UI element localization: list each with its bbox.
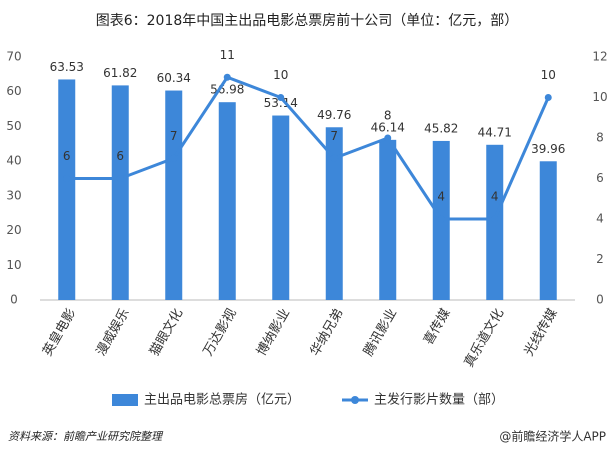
bar-value-label: 44.71 bbox=[478, 125, 512, 139]
y-tick-label: 60 bbox=[6, 84, 21, 98]
bar-value-label: 39.96 bbox=[531, 142, 565, 156]
line-point bbox=[437, 215, 445, 223]
bar bbox=[539, 161, 557, 300]
line-point bbox=[277, 94, 285, 101]
line bbox=[66, 75, 550, 221]
bar bbox=[165, 90, 183, 300]
x-tick-label: 华纳兄弟 bbox=[308, 306, 347, 359]
y-tick-label: 70 bbox=[6, 50, 21, 64]
x-tick-label: 喜传媒 bbox=[421, 306, 453, 347]
bar bbox=[218, 102, 236, 300]
bar bbox=[58, 79, 76, 300]
y2-tick-label: 12 bbox=[592, 50, 607, 64]
bar-value-label: 45.82 bbox=[424, 121, 458, 135]
x-tick-label: 英皇电影 bbox=[40, 306, 79, 359]
y2-tick-label: 10 bbox=[592, 90, 607, 104]
x-tick-label: 腾讯影业 bbox=[360, 306, 400, 359]
legend-label: 主发行影片数量（部） bbox=[374, 392, 504, 408]
line-point bbox=[384, 134, 392, 142]
line-point bbox=[491, 215, 499, 223]
x-tick-label: 猫眼文化 bbox=[147, 306, 186, 359]
x-tick-label: 博纳影业 bbox=[254, 306, 293, 359]
line-point bbox=[63, 175, 71, 182]
bar bbox=[111, 85, 129, 300]
bar bbox=[325, 127, 343, 300]
line-value-label: 11 bbox=[220, 48, 235, 62]
line-value-label: 8 bbox=[384, 109, 392, 123]
bar bbox=[379, 139, 397, 300]
x-tick-label: 光线传媒 bbox=[522, 306, 561, 359]
y-tick-label: 50 bbox=[6, 119, 21, 133]
line-value-label: 6 bbox=[63, 149, 71, 163]
y-tick-label: 0 bbox=[10, 293, 18, 307]
line-value-label: 7 bbox=[170, 129, 178, 143]
line-value-label: 7 bbox=[330, 129, 338, 143]
line-value-label: 10 bbox=[273, 68, 288, 82]
line-point bbox=[544, 94, 552, 101]
y-tick-label: 10 bbox=[6, 258, 21, 272]
line-point bbox=[223, 73, 231, 81]
bar-value-label: 61.82 bbox=[103, 66, 137, 80]
y2-tick-label: 6 bbox=[596, 171, 604, 185]
source-note: 资料来源：前瞻产业研究院整理 bbox=[8, 430, 164, 443]
line-point bbox=[170, 154, 178, 162]
line-value-label: 4 bbox=[437, 190, 445, 204]
y2-tick-label: 2 bbox=[596, 252, 604, 266]
line-point bbox=[116, 175, 124, 182]
x-tick-label: 漫威娱乐 bbox=[94, 306, 133, 359]
line-value-label: 10 bbox=[541, 68, 556, 82]
bar bbox=[272, 115, 290, 300]
bar-value-label: 49.76 bbox=[317, 108, 351, 122]
y-tick-label: 20 bbox=[6, 223, 21, 237]
y2-tick-label: 0 bbox=[596, 293, 604, 307]
chart-title: 图表6：2018年中国主出品电影总票房前十公司（单位：亿元，部） bbox=[96, 12, 519, 29]
y-tick-label: 40 bbox=[6, 154, 21, 168]
legend-label: 主出品电影总票房（亿元） bbox=[144, 392, 300, 408]
x-tick-label: 真乐道文化 bbox=[462, 306, 507, 370]
y2-tick-label: 4 bbox=[596, 212, 604, 226]
bar-value-label: 63.53 bbox=[50, 60, 84, 74]
bar-value-label: 56.98 bbox=[210, 83, 244, 97]
line-point bbox=[330, 154, 338, 162]
line-value-label: 4 bbox=[491, 190, 499, 204]
brand: @前瞻经济学人APP bbox=[499, 429, 606, 444]
line-value-label: 6 bbox=[116, 149, 124, 163]
x-tick-label: 万达影视 bbox=[201, 306, 240, 359]
bar-value-label: 46.14 bbox=[371, 120, 405, 134]
bar-value-label: 60.34 bbox=[157, 71, 191, 85]
legend-swatch bbox=[112, 394, 138, 406]
y2-tick-label: 8 bbox=[596, 131, 604, 145]
y-tick-label: 30 bbox=[6, 188, 21, 202]
legend-swatch bbox=[351, 396, 359, 404]
